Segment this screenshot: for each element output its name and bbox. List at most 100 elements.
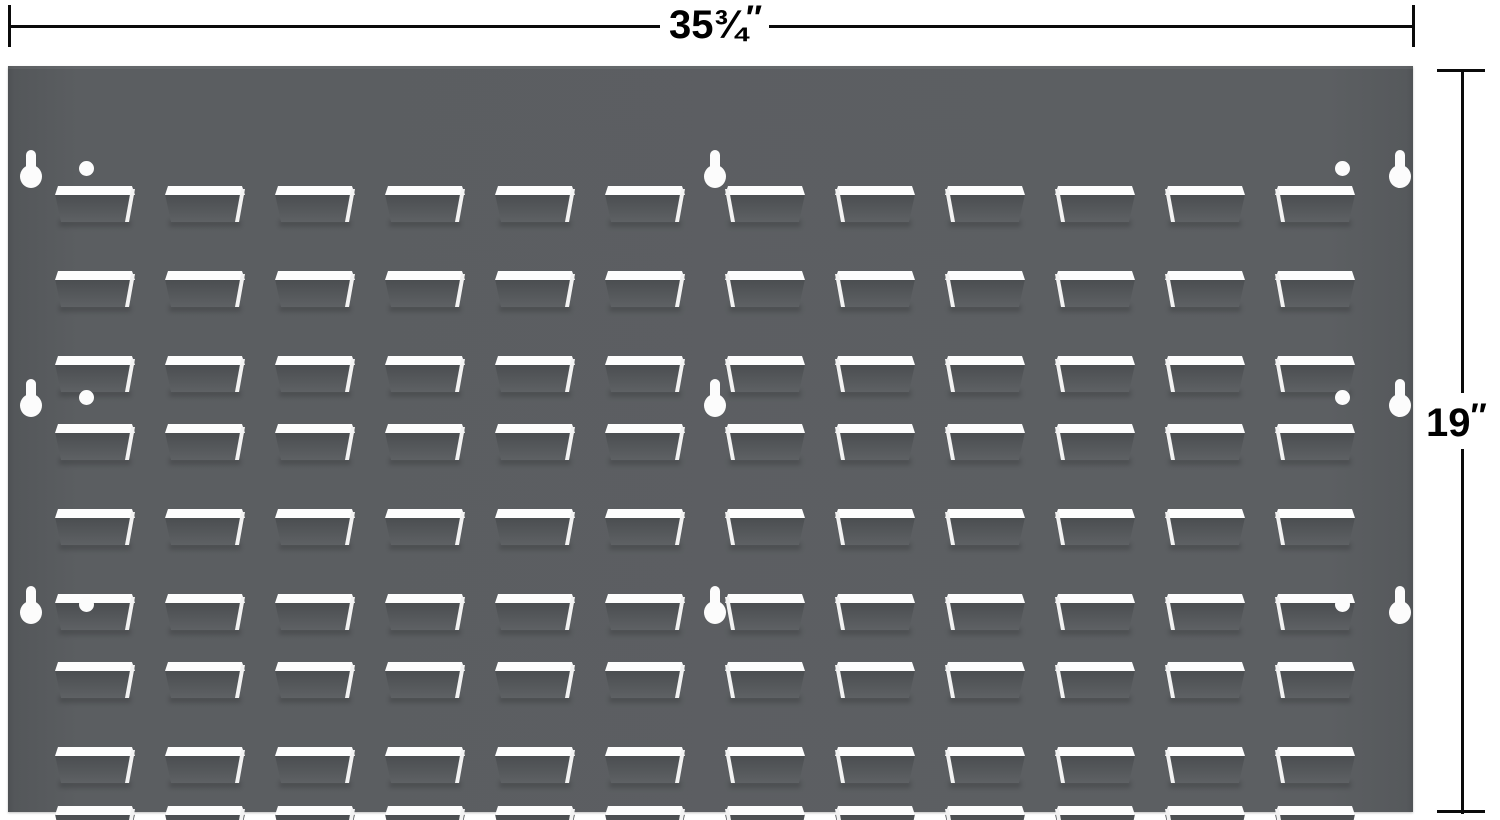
louver-slot	[1053, 509, 1137, 550]
louver-slot	[723, 662, 807, 703]
louver-edge-highlight	[125, 809, 135, 820]
louver-lip	[725, 356, 805, 365]
louver-lip	[385, 806, 465, 815]
louver-slot	[273, 271, 357, 312]
louver-shadow	[839, 305, 911, 312]
louver-lip	[835, 271, 915, 280]
louver-recess	[275, 279, 355, 307]
louver-edge-highlight	[1055, 665, 1065, 698]
louver-recess	[495, 602, 575, 630]
louver-shadow	[389, 781, 461, 788]
louver-lip	[1275, 747, 1355, 756]
louver-recess	[1275, 755, 1355, 783]
louver-shadow	[839, 458, 911, 465]
keyhole-bulb	[1389, 601, 1411, 624]
keyhole-bulb	[704, 601, 726, 624]
louver-shadow	[389, 696, 461, 703]
louver-edge-highlight	[1275, 189, 1285, 222]
louver-shadow	[499, 458, 571, 465]
louver-slot	[833, 271, 917, 312]
louver-lip	[725, 747, 805, 756]
louver-slot	[493, 806, 577, 820]
louver-shadow	[949, 458, 1021, 465]
louver-slot	[383, 662, 467, 703]
louver-lip	[55, 271, 135, 280]
louver-recess	[385, 279, 465, 307]
louver-recess	[1275, 194, 1355, 222]
louver-lip	[1055, 509, 1135, 518]
louver-shadow	[59, 390, 131, 397]
louver-slot	[493, 594, 577, 635]
louver-slot	[53, 806, 137, 820]
louver-lip	[725, 186, 805, 195]
louver-shadow	[499, 220, 571, 227]
louver-recess	[165, 517, 245, 545]
louver-shadow	[1059, 305, 1131, 312]
louver-slot	[723, 356, 807, 397]
louver-lip	[495, 186, 575, 195]
louver-slot	[53, 424, 137, 465]
louver-slot	[1273, 747, 1357, 788]
louver-lip	[165, 806, 245, 815]
keyhole-mount-slot	[1389, 379, 1411, 417]
keyhole-mount-slot	[1389, 586, 1411, 624]
louver-slot	[383, 424, 467, 465]
keyhole-mount-slot	[20, 379, 42, 417]
round-mount-hole	[79, 390, 94, 405]
louver-lip	[945, 271, 1025, 280]
louver-slot	[603, 356, 687, 397]
louver-slot	[493, 271, 577, 312]
louver-slot	[943, 594, 1027, 635]
louver-lip	[495, 662, 575, 671]
louver-lip	[1055, 806, 1135, 815]
keyhole-bulb	[1389, 394, 1411, 417]
louver-edge-highlight	[455, 665, 465, 698]
louver-edge-highlight	[1165, 189, 1175, 222]
louver-slot	[273, 806, 357, 820]
louver-slot	[53, 747, 137, 788]
louver-lip	[1165, 509, 1245, 518]
louver-slot	[943, 662, 1027, 703]
louver-slot	[163, 271, 247, 312]
louver-recess	[55, 602, 135, 630]
louver-shadow	[499, 696, 571, 703]
louver-slot	[53, 594, 137, 635]
louver-shadow	[389, 628, 461, 635]
louver-lip	[945, 186, 1025, 195]
louver-recess	[1275, 364, 1355, 392]
louver-recess	[385, 814, 465, 820]
louver-lip	[495, 509, 575, 518]
louver-slot	[53, 662, 137, 703]
louver-recess	[945, 364, 1025, 392]
louver-shadow	[1169, 781, 1241, 788]
louver-recess	[725, 432, 805, 460]
louver-slot	[163, 424, 247, 465]
louver-shadow	[169, 628, 241, 635]
louver-lip	[495, 594, 575, 603]
keyhole-bulb	[20, 601, 42, 624]
louver-lip	[385, 747, 465, 756]
louver-edge-highlight	[1275, 427, 1285, 460]
louver-shadow	[729, 543, 801, 550]
louver-recess	[385, 670, 465, 698]
louver-lip	[1275, 594, 1355, 603]
louver-lip	[275, 806, 355, 815]
louver-edge-highlight	[675, 809, 685, 820]
louver-lip	[835, 747, 915, 756]
louver-lip	[275, 509, 355, 518]
louver-recess	[605, 755, 685, 783]
louver-edge-highlight	[1165, 512, 1175, 545]
louver-lip	[1275, 424, 1355, 433]
louver-recess	[605, 432, 685, 460]
louver-slot	[273, 356, 357, 397]
louver-lip	[385, 509, 465, 518]
louver-edge-highlight	[1275, 750, 1285, 783]
louver-recess	[165, 755, 245, 783]
louver-lip	[275, 662, 355, 671]
louver-shadow	[169, 696, 241, 703]
louver-lip	[165, 186, 245, 195]
louver-slot	[943, 271, 1027, 312]
louver-edge-highlight	[1165, 665, 1175, 698]
louver-recess	[835, 602, 915, 630]
louver-shadow	[1059, 781, 1131, 788]
